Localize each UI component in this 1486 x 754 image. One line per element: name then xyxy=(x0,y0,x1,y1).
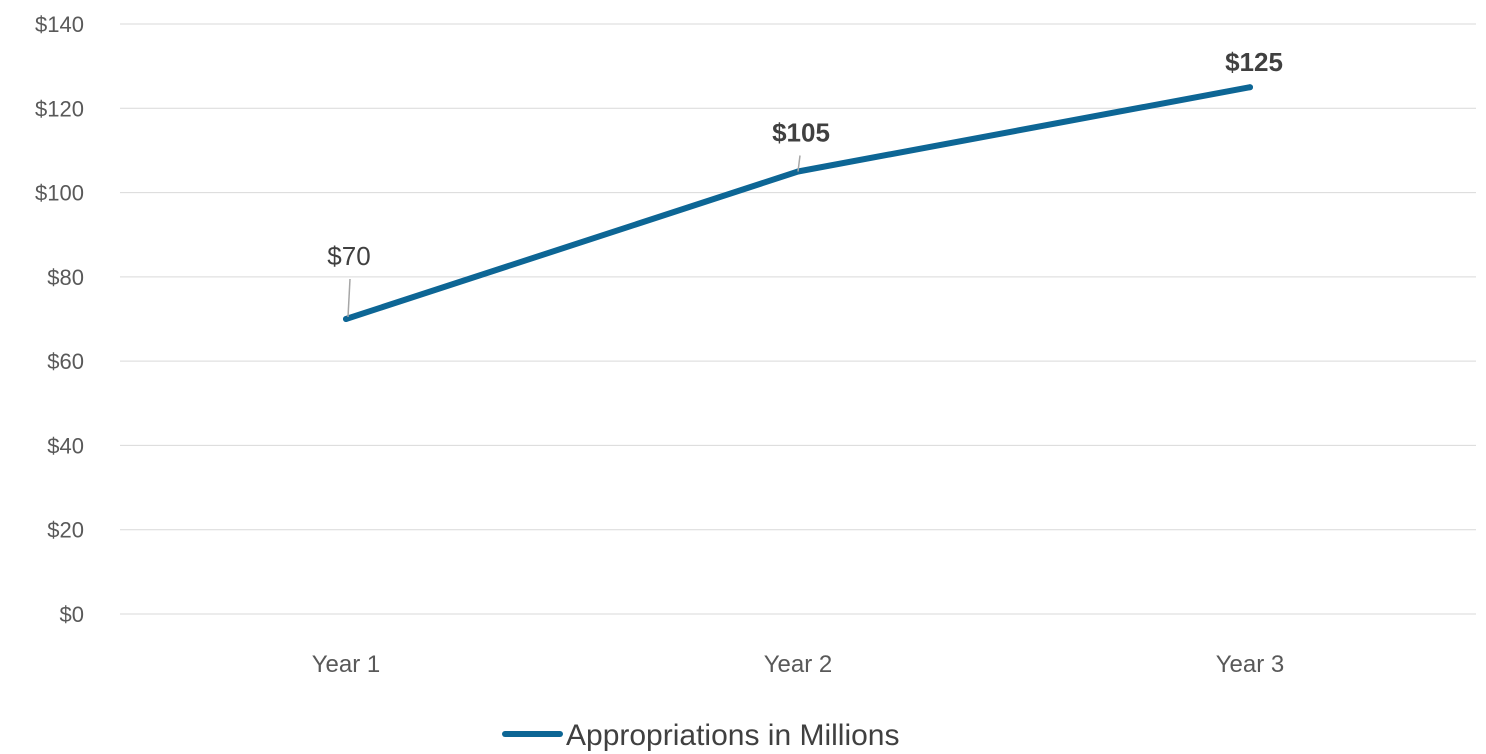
y-tick-label: $60 xyxy=(47,349,84,374)
x-category-label: Year 1 xyxy=(312,651,381,678)
x-category-label: Year 2 xyxy=(764,651,833,678)
label-leader-line xyxy=(347,278,351,318)
data-label: $70 xyxy=(327,241,370,271)
x-axis-category-labels: Year 1 Year 2 Year 3 xyxy=(312,651,1285,678)
data-point xyxy=(343,316,349,322)
gridlines xyxy=(120,23,1476,615)
data-point xyxy=(1247,84,1253,91)
y-axis-tick-labels: $0 $20 $40 $60 $80 $100 $120 $140 xyxy=(35,12,84,627)
y-tick-label: $40 xyxy=(47,433,84,458)
data-labels: $70 $105 $125 xyxy=(327,47,1283,318)
y-tick-label: $80 xyxy=(47,265,84,290)
data-label: $105 xyxy=(772,118,830,148)
y-tick-label: $140 xyxy=(35,12,84,37)
legend: Appropriations in Millions xyxy=(502,719,900,752)
data-label: $125 xyxy=(1225,47,1283,77)
label-leader-line xyxy=(797,155,801,172)
legend-label: Appropriations in Millions xyxy=(566,719,900,752)
y-tick-label: $0 xyxy=(60,602,84,627)
y-tick-label: $120 xyxy=(35,96,84,121)
y-tick-label: $20 xyxy=(47,518,84,543)
y-tick-label: $100 xyxy=(35,181,84,206)
x-category-label: Year 3 xyxy=(1216,651,1285,678)
